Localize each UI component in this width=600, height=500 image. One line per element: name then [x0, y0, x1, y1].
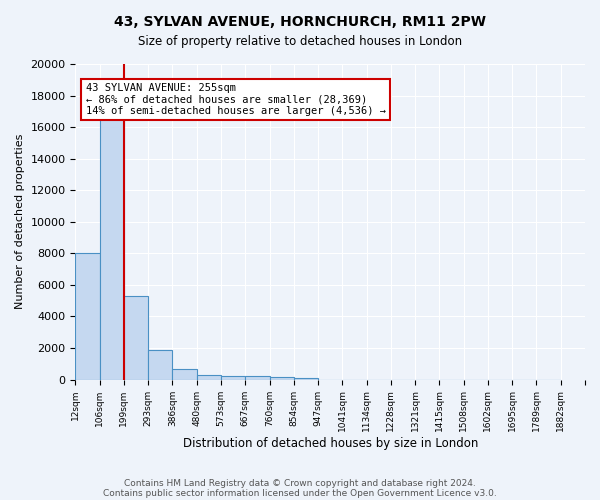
Bar — [76, 252, 100, 380]
Text: 43 SYLVAN AVENUE: 255sqm
← 86% of detached houses are smaller (28,369)
14% of se: 43 SYLVAN AVENUE: 255sqm ← 86% of detach… — [86, 83, 386, 116]
Bar — [294, 378, 318, 380]
Bar — [245, 376, 269, 380]
Text: Size of property relative to detached houses in London: Size of property relative to detached ho… — [138, 35, 462, 48]
Y-axis label: Number of detached properties: Number of detached properties — [15, 134, 25, 310]
Bar — [100, 119, 124, 380]
Bar — [172, 368, 197, 380]
Bar — [269, 377, 294, 380]
Bar — [221, 376, 245, 380]
X-axis label: Distribution of detached houses by size in London: Distribution of detached houses by size … — [182, 437, 478, 450]
Bar — [197, 375, 221, 380]
Bar — [148, 350, 172, 380]
Text: Contains HM Land Registry data © Crown copyright and database right 2024.: Contains HM Land Registry data © Crown c… — [124, 478, 476, 488]
Bar — [124, 296, 148, 380]
Text: 43, SYLVAN AVENUE, HORNCHURCH, RM11 2PW: 43, SYLVAN AVENUE, HORNCHURCH, RM11 2PW — [114, 15, 486, 29]
Text: Contains public sector information licensed under the Open Government Licence v3: Contains public sector information licen… — [103, 488, 497, 498]
